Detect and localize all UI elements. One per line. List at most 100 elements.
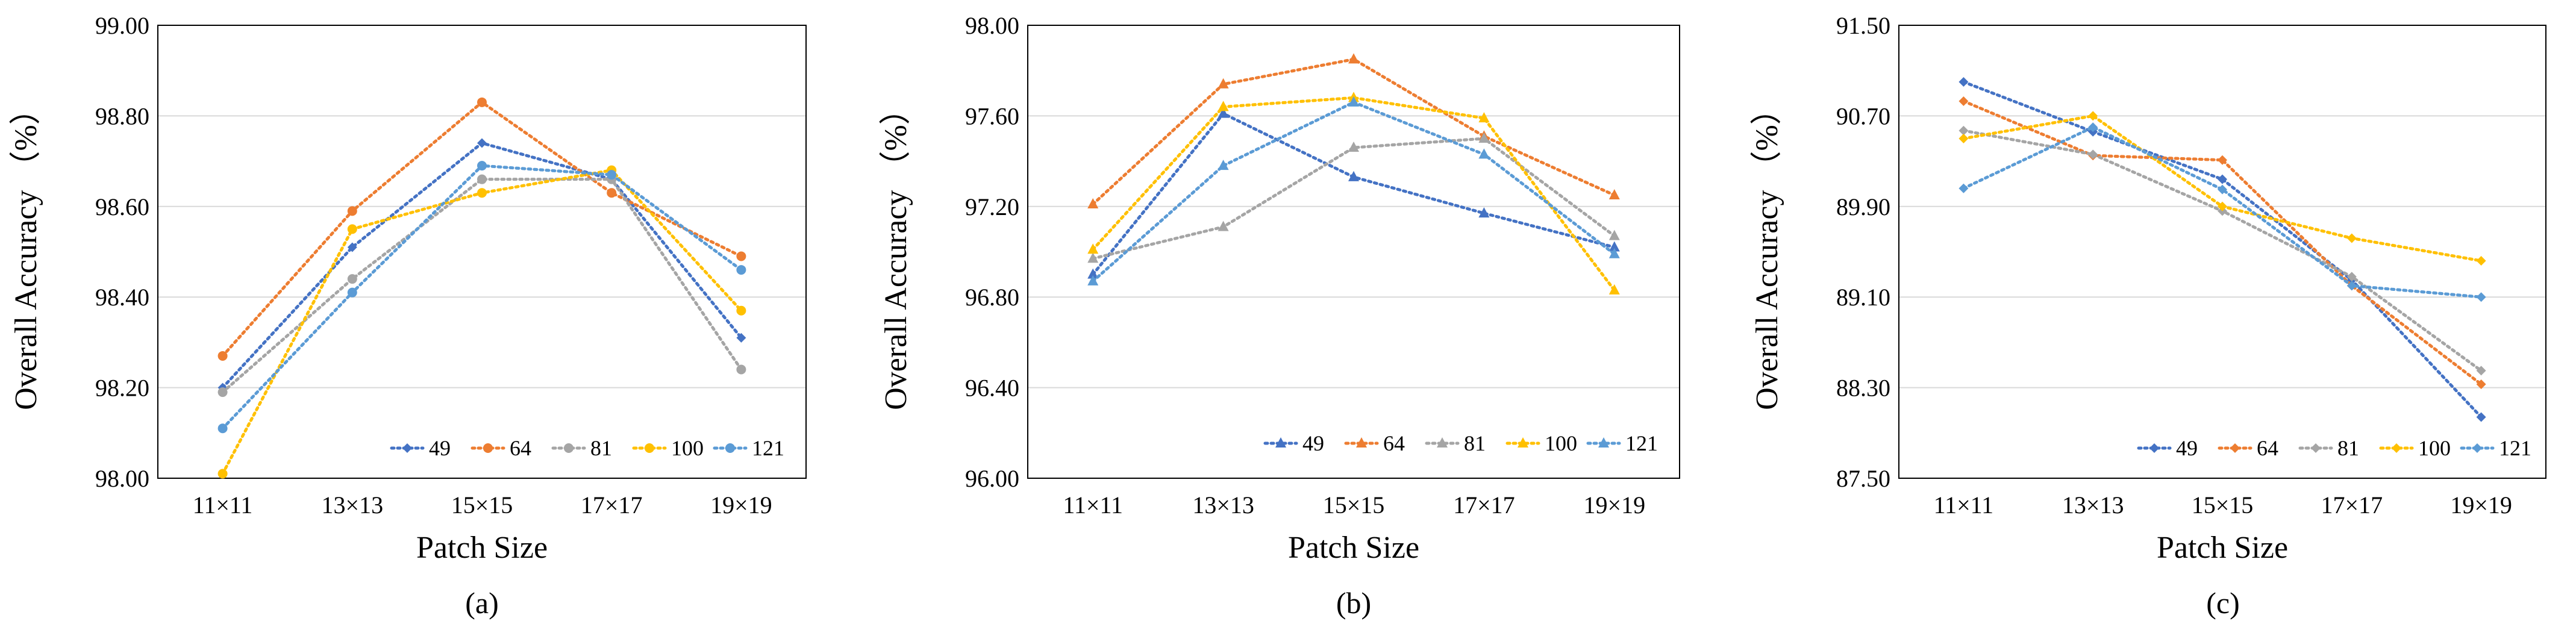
series-64 [1959,96,2486,389]
series-49 [1087,107,1620,279]
data-point [1218,220,1229,231]
data-point [1087,268,1099,279]
y-tick-label: 98.60 [95,193,149,220]
series-121 [1087,96,1620,285]
data-point [1478,148,1490,159]
y-tick-label: 98.80 [95,102,149,129]
legend-entry: 64 [1344,431,1405,455]
x-axis-label: Patch Size [2157,531,2288,565]
data-point [1348,96,1359,107]
data-point [736,265,746,275]
legend-swatch-marker [1275,437,1286,448]
legend-entry: 121 [1586,431,1658,455]
x-tick-label: 11×11 [193,491,253,519]
y-tick-label: 96.40 [965,375,1019,402]
x-tick-label: 13×13 [1192,491,1254,519]
y-tick-label: 96.00 [965,465,1019,492]
data-point [2088,122,2098,133]
legend-swatch-marker [402,443,412,453]
legend-swatch-marker [2230,443,2240,453]
legend-label: 64 [510,436,531,460]
data-point [1087,243,1099,254]
series-100 [217,165,746,479]
y-tick-label: 97.60 [965,102,1019,129]
panel-caption: (c) [2206,586,2240,620]
y-tick-label: 98.00 [965,12,1019,39]
legend-label: 81 [2337,436,2359,460]
y-axis-label: Overall Accuracy （%） [879,93,913,410]
legend-entry: 100 [2379,436,2451,460]
data-point [1608,189,1620,199]
y-tick-label: 98.40 [95,284,149,311]
data-point [2476,366,2486,376]
data-point [1218,107,1229,118]
y-axis-label: Overall Accuracy （%） [1750,93,1784,410]
legend-swatch-marker [2311,443,2321,453]
legend-entry: 121 [2460,436,2531,460]
data-point [347,206,357,216]
legend-label: 100 [1545,431,1577,455]
data-point [736,305,746,316]
y-tick-label: 98.00 [95,465,149,492]
series-121 [217,161,746,434]
series-81 [1087,133,1620,263]
data-point [2218,201,2227,211]
data-point [1348,142,1359,152]
data-point [1218,101,1229,111]
plot-border [1027,25,1680,479]
data-point [477,188,487,198]
data-point [477,161,487,171]
data-point [1087,252,1099,263]
data-point [2476,379,2486,389]
data-point [2218,155,2227,165]
data-point [347,287,357,298]
data-point [2476,292,2486,302]
data-point [1478,112,1490,123]
series-line [221,168,743,475]
y-axis-label: Overall Accuracy （%） [9,93,43,410]
x-axis-label: Patch Size [416,531,548,565]
series-line [1091,57,1616,206]
legend-label: 64 [2257,436,2278,460]
series-line [1091,137,1616,260]
plot-border [157,25,807,479]
plot-frame [157,25,807,479]
data-point [2218,184,2227,195]
legend-swatch-marker [1518,437,1528,448]
y-tick-label: 91.50 [1836,12,1890,39]
data-point [1959,125,1969,136]
x-tick-label: 13×13 [322,491,384,519]
data-point [736,332,746,343]
chart-panel-2: 96.00 96.40 96.80 97.20 97.60 98.00 11×11 13×13… [879,12,1680,620]
data-point [1608,241,1620,252]
legend-swatch-marker [564,443,574,453]
legend-entry: 49 [390,436,451,460]
legend-swatch-marker [1598,437,1609,448]
series-64 [1087,53,1620,209]
data-point [1959,77,1969,87]
x-tick-label: 15×15 [2192,491,2254,519]
legend-label: 100 [671,436,704,460]
chart-panel-1: 98.00 98.20 98.40 98.60 98.80 99.00 11×11 13×13… [9,12,807,620]
series-121 [1959,122,2486,302]
data-point [1959,96,1969,106]
legend-entry: 81 [1425,431,1486,455]
series-100 [1959,111,2486,266]
legend-entry: 49 [1263,431,1324,455]
data-point [1608,229,1620,240]
data-point [347,242,357,252]
data-point [2346,233,2357,243]
data-point [607,170,617,180]
series-81 [217,174,746,398]
data-point [1087,275,1099,285]
x-tick-label: 19×19 [710,491,772,519]
x-tick-label: 15×15 [451,491,513,519]
data-point [1608,248,1620,258]
data-point [1218,78,1229,89]
series-line [221,178,743,394]
legend-swatch-marker [645,443,654,453]
x-tick-label: 19×19 [2450,491,2512,519]
data-point [736,251,746,261]
data-point [1087,198,1099,209]
data-point [347,274,357,284]
